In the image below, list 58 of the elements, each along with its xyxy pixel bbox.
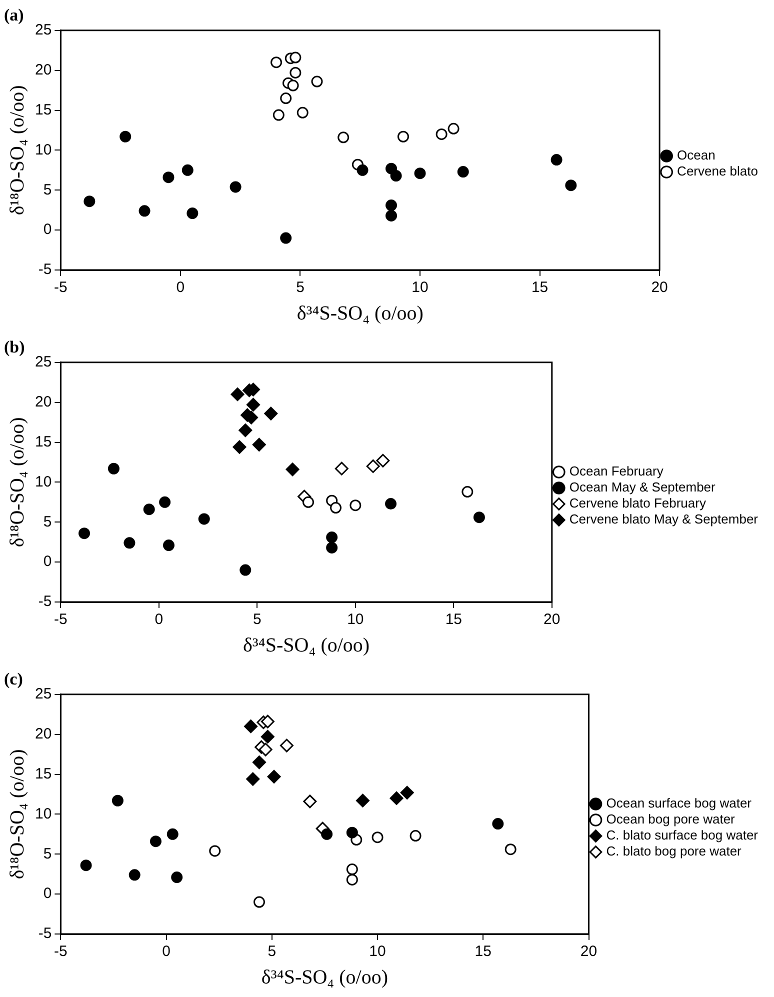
y-tick-label: -5 bbox=[38, 593, 52, 610]
x-tick-label: -5 bbox=[54, 279, 68, 296]
y-tick-label: 0 bbox=[43, 885, 52, 902]
x-tick-label: 5 bbox=[296, 279, 304, 296]
x-tick-label: 20 bbox=[544, 611, 560, 628]
y-tick-label: 10 bbox=[34, 141, 52, 158]
legend-label: Ocean bbox=[677, 148, 716, 163]
x-axis-title: δ³⁴S-SO₄ (o/oo) bbox=[296, 302, 424, 324]
x-tick-label: -5 bbox=[54, 611, 68, 628]
x-tick-label: 15 bbox=[445, 611, 462, 628]
y-tick-label: 10 bbox=[34, 805, 52, 822]
x-tick-label: 0 bbox=[162, 943, 170, 960]
y-tick-label: 5 bbox=[43, 181, 52, 198]
x-tick-label: -5 bbox=[54, 943, 68, 960]
x-axis-title: δ³⁴S-SO₄ (o/oo) bbox=[243, 634, 370, 656]
y-tick-label: 5 bbox=[43, 513, 52, 530]
y-tick-label: -5 bbox=[38, 261, 52, 278]
y-tick-label: 25 bbox=[34, 22, 52, 39]
legend-label: Ocean February bbox=[569, 464, 664, 479]
y-tick-label: 15 bbox=[34, 433, 52, 450]
legend-label: C. blato surface bog water bbox=[606, 828, 759, 843]
x-axis-title: δ³⁴S-SO₄ (o/oo) bbox=[261, 966, 388, 988]
chart-title: (b) bbox=[4, 338, 25, 357]
y-tick-label: 5 bbox=[43, 845, 52, 862]
x-tick-label: 0 bbox=[154, 611, 164, 628]
x-tick-label: 5 bbox=[268, 943, 276, 960]
y-tick-label: 20 bbox=[34, 725, 52, 742]
y-tick-label: 25 bbox=[34, 686, 52, 703]
y-tick-label: -5 bbox=[38, 925, 52, 942]
y-tick-label: 15 bbox=[34, 101, 52, 118]
legend-label: Cervene blato February bbox=[569, 496, 706, 511]
legend-label: Ocean bog pore water bbox=[606, 812, 736, 827]
legend-label: C. blato bog pore water bbox=[606, 844, 742, 859]
y-axis-title: δ¹⁸O-SO₄ (o/oo) bbox=[6, 749, 28, 880]
x-tick-label: 15 bbox=[531, 279, 548, 296]
x-tick-label: 20 bbox=[651, 279, 668, 296]
y-tick-label: 15 bbox=[34, 765, 52, 782]
chart-title: (c) bbox=[4, 670, 23, 689]
x-tick-label: 20 bbox=[580, 943, 598, 960]
legend-label: Ocean surface bog water bbox=[606, 796, 752, 811]
legend-label: Cervene blato bbox=[677, 164, 758, 179]
y-tick-label: 10 bbox=[34, 473, 52, 490]
y-tick-label: 0 bbox=[43, 553, 52, 570]
x-tick-label: 15 bbox=[474, 943, 492, 960]
y-tick-label: 20 bbox=[34, 393, 52, 410]
legend-label: Ocean May & September bbox=[569, 480, 716, 495]
y-tick-label: 20 bbox=[34, 61, 52, 78]
y-tick-label: 0 bbox=[43, 221, 52, 238]
legend-label: Cervene blato May & September bbox=[569, 512, 759, 527]
x-tick-label: 10 bbox=[347, 611, 364, 628]
y-axis-title: δ¹⁸O-SO₄ (o/oo) bbox=[6, 85, 28, 216]
x-tick-label: 0 bbox=[176, 279, 185, 296]
chart-title: (a) bbox=[4, 6, 24, 25]
x-tick-label: 10 bbox=[412, 279, 428, 296]
x-tick-label: 5 bbox=[253, 611, 262, 628]
y-axis-title: δ¹⁸O-SO₄ (o/oo) bbox=[6, 417, 28, 548]
y-tick-label: 25 bbox=[34, 354, 52, 371]
x-tick-label: 10 bbox=[369, 943, 386, 960]
